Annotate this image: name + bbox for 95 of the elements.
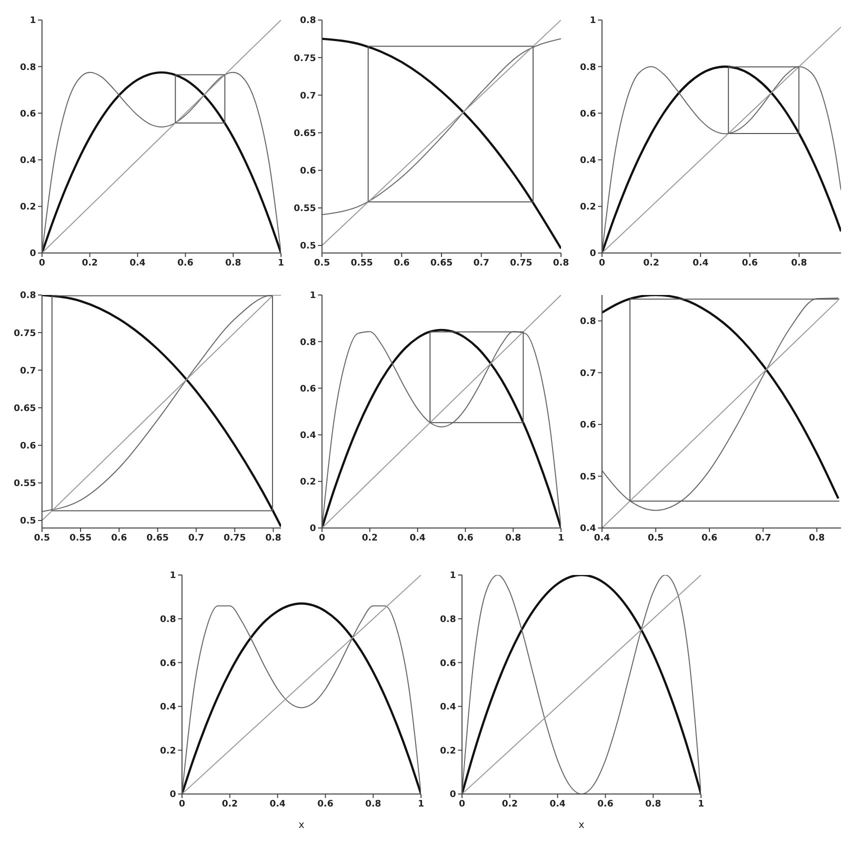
x-tick-label: 1 <box>418 799 424 810</box>
x-tick-label: 0.4 <box>130 258 146 268</box>
y-tick-label: 0.4 <box>20 156 36 166</box>
y-tick-label: 0.7 <box>300 91 316 102</box>
x-tick-label: 0 <box>38 258 46 268</box>
x-tick-label: 0.8 <box>553 258 569 268</box>
x-tick-label: 0.8 <box>365 799 382 810</box>
x-tick-label: 1 <box>558 533 564 544</box>
y-tick-label: 0 <box>310 524 316 534</box>
x-tick-label: 0.8 <box>791 258 808 268</box>
y-tick-label: 1 <box>450 571 456 582</box>
x-tick-label: 0.6 <box>177 258 194 268</box>
y-tick-label: 0.8 <box>160 614 176 625</box>
x-tick-label: 0.6 <box>394 258 410 268</box>
y-tick-label: 0 <box>590 249 596 260</box>
x-tick-label: 0 <box>598 258 606 268</box>
y-tick-label: 0.4 <box>300 430 316 441</box>
x-tick-label: 0.6 <box>317 799 334 810</box>
x-tick-label: 0.4 <box>550 799 566 810</box>
y-tick-label: 0.5 <box>300 242 316 252</box>
x-tick-label: 0.7 <box>473 258 490 268</box>
y-tick-label: 0.8 <box>580 62 596 73</box>
y-tick-label: 0.5 <box>20 516 36 527</box>
y-tick-label: 0.7 <box>580 368 596 379</box>
y-tick-label: 0.4 <box>160 702 176 713</box>
y-tick-label: 0.6 <box>440 658 456 669</box>
y-tick-label: 0.8 <box>440 614 456 625</box>
y-tick-label: 1 <box>590 16 596 26</box>
y-tick-label: 0.6 <box>580 109 596 120</box>
y-tick-label: 0.65 <box>14 404 36 414</box>
x-tick-label: 0.8 <box>645 799 662 810</box>
x-tick-label: 0.7 <box>755 533 772 544</box>
y-tick-label: 0.4 <box>580 156 596 166</box>
x-axis-title: x <box>298 820 305 831</box>
x-tick-label: 0.6 <box>701 533 718 544</box>
x-tick-label: 0.7 <box>188 533 204 544</box>
x-tick-label: 0.2 <box>502 799 518 810</box>
y-tick-label: 0.6 <box>580 420 596 431</box>
x-tick-label: 0.55 <box>350 258 373 268</box>
y-tick-label: 0.8 <box>20 62 36 73</box>
y-tick-label: 0.5 <box>580 472 596 482</box>
x-tick-label: 0.2 <box>82 258 98 268</box>
x-tick-label: 0.5 <box>648 533 664 544</box>
x-tick-label: 0.8 <box>808 533 825 544</box>
y-tick-label: 0.75 <box>14 328 36 339</box>
x-tick-label: 0.4 <box>270 799 286 810</box>
y-tick-label: 0.2 <box>160 746 176 756</box>
x-tick-label: 0.6 <box>597 799 614 810</box>
y-tick-label: 0.65 <box>294 128 316 139</box>
y-tick-label: 0.2 <box>300 478 316 488</box>
y-tick-label: 0.6 <box>160 658 176 669</box>
x-tick-label: 0 <box>178 799 186 810</box>
y-tick-label: 0.2 <box>20 202 36 213</box>
x-tick-label: 0.6 <box>742 258 758 268</box>
x-tick-label: 0.75 <box>224 533 246 544</box>
y-tick-label: 0.6 <box>20 109 36 120</box>
y-tick-label: 0.8 <box>300 338 316 348</box>
y-tick-label: 0.55 <box>294 204 316 214</box>
x-tick-label: 0.2 <box>222 799 238 810</box>
y-tick-label: 0.6 <box>300 166 316 177</box>
x-tick-label: 1 <box>698 799 704 810</box>
x-tick-label: 0.8 <box>265 533 282 544</box>
x-tick-label: 0.8 <box>225 258 242 268</box>
y-tick-label: 0.6 <box>300 384 316 394</box>
x-tick-label: 0.6 <box>457 533 474 544</box>
x-tick-label: 0.55 <box>69 533 92 544</box>
y-tick-label: 1 <box>310 291 316 302</box>
y-tick-label: 0.75 <box>294 54 316 64</box>
x-tick-label: 0.6 <box>111 533 128 544</box>
y-tick-label: 0.8 <box>20 291 36 302</box>
y-tick-label: 0.2 <box>440 746 456 756</box>
x-tick-label: 0.2 <box>362 533 378 544</box>
x-tick-label: 0.4 <box>410 533 426 544</box>
y-tick-label: 0.7 <box>20 366 36 376</box>
y-tick-label: 0 <box>170 790 176 800</box>
y-tick-label: 0.8 <box>300 16 316 26</box>
x-axis-title: x <box>578 820 585 831</box>
x-tick-label: 1 <box>278 258 284 268</box>
y-tick-label: 0.55 <box>14 479 36 490</box>
y-tick-label: 0.8 <box>580 317 596 328</box>
y-tick-label: 0 <box>450 790 456 800</box>
x-tick-label: 0.75 <box>510 258 532 268</box>
x-tick-label: 0.2 <box>643 258 660 268</box>
x-tick-label: 0.65 <box>146 533 169 544</box>
y-tick-label: 0.4 <box>440 702 456 713</box>
y-tick-label: 1 <box>30 16 36 26</box>
y-tick-label: 0.6 <box>20 442 36 452</box>
y-tick-label: 0.4 <box>580 524 596 534</box>
x-tick-label: 0.4 <box>692 258 709 268</box>
y-tick-label: 0.2 <box>580 202 596 213</box>
x-tick-label: 0 <box>458 799 466 810</box>
y-tick-label: 0 <box>30 249 36 260</box>
x-tick-label: 0.8 <box>505 533 522 544</box>
x-tick-label: 0 <box>318 533 326 544</box>
y-tick-label: 1 <box>170 571 176 582</box>
